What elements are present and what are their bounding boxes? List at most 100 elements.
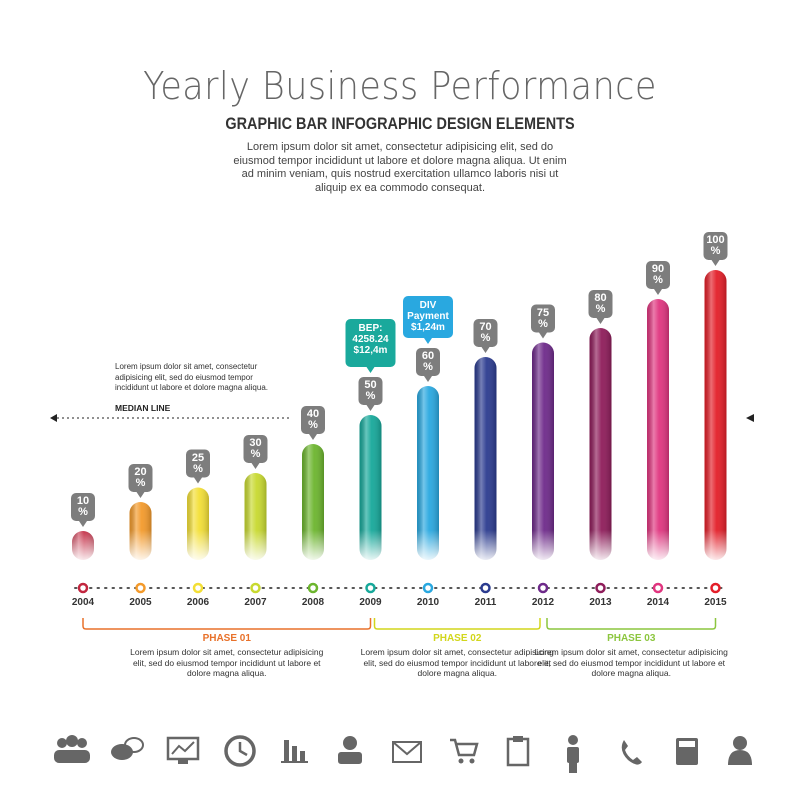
timeline-dot <box>135 582 146 594</box>
value-bubble <box>71 493 95 521</box>
timeline-dot <box>77 582 89 594</box>
bar-fade <box>242 530 269 562</box>
x-tick-label: 2009 <box>359 597 382 608</box>
icon-user-desk <box>338 736 362 764</box>
phase-label: PHASE 02 <box>433 633 482 644</box>
phase-text: Lorem ipsum dolor sit amet, consectetur … <box>130 647 324 678</box>
value-bubble-tip <box>366 405 375 411</box>
callout-box <box>345 319 396 367</box>
median-note: Lorem ipsum dolor sit amet, consectetur … <box>115 362 268 392</box>
value-bubble <box>186 449 210 478</box>
icon-chat <box>111 737 144 760</box>
bar-gloss <box>589 328 612 560</box>
bar-fade <box>70 530 96 562</box>
x-tick-label: 2012 <box>531 597 555 608</box>
timeline-dot <box>537 582 549 594</box>
bar-fade <box>530 530 556 562</box>
timeline-dot <box>250 582 261 594</box>
bar-gloss <box>704 270 727 560</box>
x-tick-label: 2007 <box>244 597 267 608</box>
callout-text: DIV Payment $1,24m <box>407 300 449 333</box>
chart-subtitle: GRAPHIC BAR INFOGRAPHIC DESIGN ELEMENTS <box>225 114 575 133</box>
value-bubble <box>358 377 383 405</box>
timeline-dot <box>480 582 491 594</box>
bar-fade <box>415 530 441 562</box>
chart-title: Yearly Business Performance <box>143 64 657 108</box>
icon-clock <box>224 735 256 767</box>
value-label: 30 % <box>249 437 262 460</box>
value-bubble-tip <box>596 318 605 324</box>
icon-barchart <box>281 740 308 763</box>
bar-fade <box>357 530 384 562</box>
timeline-dot <box>652 582 664 594</box>
value-bubble <box>703 232 728 260</box>
median-arrow <box>50 414 57 422</box>
icon-row <box>54 735 752 773</box>
value-bubble-tip <box>424 376 432 382</box>
phase-bracket <box>373 618 541 630</box>
timeline-dot <box>365 582 376 594</box>
value-label: 90 % <box>651 263 665 286</box>
bar-fade <box>127 530 154 562</box>
value-bubble <box>588 290 613 318</box>
bar-fade <box>472 530 499 562</box>
value-bubble <box>646 261 670 289</box>
x-tick-label: 2013 <box>589 597 612 608</box>
value-label: 60 % <box>421 350 435 373</box>
phase-text: Lorem ipsum dolor sit amet, consectetur … <box>534 647 728 678</box>
timeline-dot <box>422 582 434 594</box>
bar-fade <box>300 530 326 562</box>
x-tick-label: 2014 <box>646 597 670 608</box>
bar-gloss <box>532 342 554 560</box>
value-label: 80 % <box>594 292 607 315</box>
median-label: MEDIAN LINE <box>115 403 171 413</box>
value-bubble-tip <box>136 492 145 498</box>
value-bubble-tip <box>539 332 547 339</box>
icon-person <box>567 735 579 773</box>
value-bubble-tip <box>309 434 317 440</box>
timeline-dot <box>595 582 606 594</box>
icon-monitor <box>166 736 200 764</box>
value-bubble <box>243 435 268 463</box>
value-bubble-tip <box>79 521 87 527</box>
callout-tip <box>366 367 375 373</box>
icon-people <box>54 735 90 763</box>
bar-fade <box>645 530 671 562</box>
value-bubble-tip <box>251 463 260 469</box>
value-bubble-tip <box>711 260 720 266</box>
bar-gloss <box>417 386 439 560</box>
bar-fade <box>185 530 211 562</box>
value-label: 50 % <box>364 379 377 402</box>
value-bubble <box>416 348 440 376</box>
bar-fade <box>702 530 729 562</box>
value-bubble-tip <box>481 347 490 353</box>
bar-gloss <box>359 415 382 560</box>
value-label: 10 % <box>76 495 90 518</box>
callout-text: BEP: 4258.24 $12,4m <box>352 323 389 356</box>
description: Lorem ipsum dolor sit amet, consectetur … <box>233 141 567 194</box>
value-bubble <box>531 304 555 333</box>
value-label: 100 % <box>706 234 725 257</box>
bar-fade <box>587 530 614 562</box>
value-label: 75 % <box>536 306 550 330</box>
value-label: 25 % <box>191 451 205 475</box>
callout-box <box>403 296 453 338</box>
value-label: 40 % <box>306 408 320 431</box>
icon-calculator <box>676 738 698 765</box>
x-tick-label: 2004 <box>71 597 95 608</box>
callout-tip <box>424 338 432 344</box>
bar-gloss <box>647 299 669 560</box>
phase-bracket <box>82 618 372 630</box>
value-bubble-tip <box>654 289 662 295</box>
x-tick-label: 2005 <box>129 597 152 608</box>
icon-clipboard <box>506 736 530 767</box>
value-bubble <box>473 319 498 347</box>
phase-text: Lorem ipsum dolor sit amet, consectetur … <box>360 647 554 678</box>
value-bubble <box>128 464 153 492</box>
bar-gloss <box>474 357 497 560</box>
x-tick-label: 2006 <box>186 597 210 608</box>
timeline-dot <box>307 582 319 594</box>
value-label: 70 % <box>479 321 492 344</box>
